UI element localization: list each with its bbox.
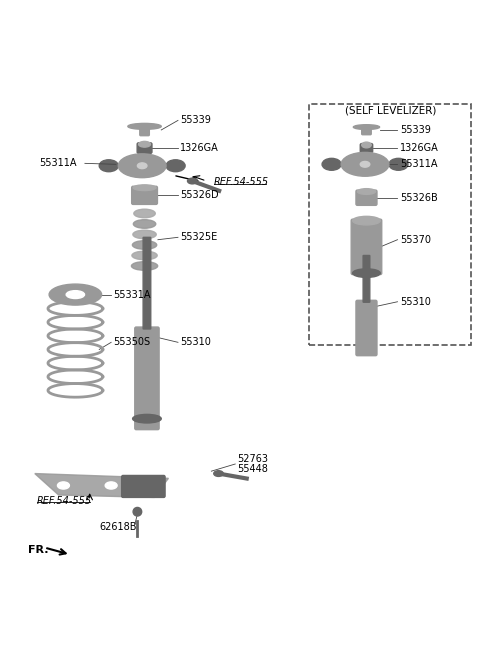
Text: 55326D: 55326D	[180, 190, 219, 200]
Text: REF.54-555: REF.54-555	[37, 496, 92, 506]
Ellipse shape	[133, 185, 156, 190]
Ellipse shape	[166, 160, 185, 172]
FancyBboxPatch shape	[356, 300, 377, 356]
Text: (SELF LEVELIZER): (SELF LEVELIZER)	[345, 106, 436, 116]
Ellipse shape	[58, 482, 70, 489]
Ellipse shape	[139, 142, 151, 147]
Ellipse shape	[49, 284, 102, 305]
FancyBboxPatch shape	[121, 476, 165, 497]
Ellipse shape	[188, 178, 197, 184]
Text: 55339: 55339	[180, 115, 211, 125]
Ellipse shape	[362, 142, 371, 148]
FancyBboxPatch shape	[143, 237, 151, 329]
Ellipse shape	[132, 251, 157, 260]
FancyBboxPatch shape	[363, 255, 370, 302]
FancyBboxPatch shape	[135, 327, 159, 430]
Text: REF.54-555: REF.54-555	[214, 177, 269, 188]
Ellipse shape	[214, 471, 223, 476]
Ellipse shape	[132, 415, 161, 423]
Ellipse shape	[99, 160, 118, 172]
Ellipse shape	[360, 161, 370, 167]
Text: 55325E: 55325E	[180, 232, 217, 242]
FancyBboxPatch shape	[351, 219, 382, 275]
FancyBboxPatch shape	[360, 144, 372, 153]
Ellipse shape	[389, 158, 408, 171]
FancyBboxPatch shape	[356, 190, 377, 205]
Ellipse shape	[134, 482, 146, 489]
Text: FR.: FR.	[28, 545, 48, 555]
Ellipse shape	[134, 209, 156, 218]
Ellipse shape	[353, 125, 380, 129]
Ellipse shape	[133, 220, 156, 228]
Ellipse shape	[133, 230, 156, 239]
Text: 1326GA: 1326GA	[400, 143, 439, 153]
FancyBboxPatch shape	[140, 127, 149, 136]
Text: 55331A: 55331A	[114, 289, 151, 300]
Ellipse shape	[118, 154, 166, 178]
Ellipse shape	[137, 163, 147, 169]
Text: 62618B: 62618B	[99, 522, 137, 533]
Ellipse shape	[341, 152, 389, 176]
Text: 55350S: 55350S	[114, 337, 151, 347]
Ellipse shape	[353, 216, 380, 225]
Text: 55311A: 55311A	[400, 159, 437, 169]
Text: 55339: 55339	[400, 125, 431, 135]
FancyBboxPatch shape	[132, 186, 157, 205]
FancyBboxPatch shape	[362, 127, 371, 134]
Ellipse shape	[105, 482, 117, 489]
Ellipse shape	[132, 262, 157, 270]
Ellipse shape	[358, 189, 375, 194]
Ellipse shape	[128, 123, 161, 129]
Text: 1326GA: 1326GA	[180, 143, 219, 153]
Ellipse shape	[353, 269, 380, 277]
Text: 55310: 55310	[180, 337, 211, 347]
Text: 55370: 55370	[400, 235, 431, 245]
Ellipse shape	[322, 158, 341, 171]
Polygon shape	[35, 474, 168, 497]
Ellipse shape	[66, 291, 84, 298]
Text: 55326B: 55326B	[400, 193, 438, 203]
Ellipse shape	[132, 241, 157, 249]
Text: 55448: 55448	[238, 464, 268, 474]
Text: 55310: 55310	[400, 297, 431, 307]
FancyBboxPatch shape	[137, 143, 152, 154]
Ellipse shape	[133, 508, 142, 516]
Bar	[309, 104, 471, 344]
Text: 55311A: 55311A	[39, 158, 77, 169]
Text: 52763: 52763	[238, 454, 269, 464]
